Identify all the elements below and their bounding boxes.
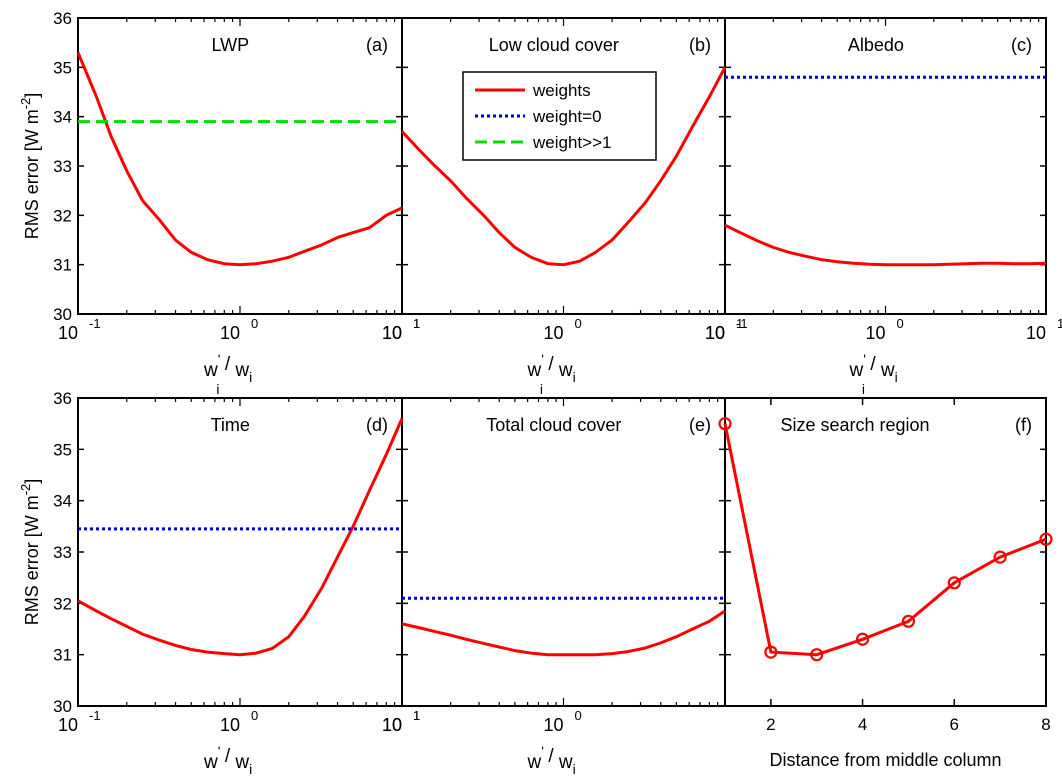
x-tick-label-b: 10 — [382, 323, 402, 343]
series-weights-b — [400, 66, 727, 267]
legend: weights weight=0 weight>>1 — [462, 71, 657, 161]
axes-box-e — [401, 397, 726, 707]
panel-label-a: (a) — [366, 35, 388, 55]
x-tick-exponent-a: 1 — [413, 316, 420, 331]
x-tick-label-e: 10 — [543, 715, 563, 735]
panel-label-b: (b) — [689, 35, 711, 55]
x-axis-label-b: w' i / wi — [527, 351, 576, 397]
data-point-f — [993, 550, 1007, 564]
y-tick-label-a: 35 — [53, 58, 72, 77]
y-tick-label-d: 36 — [53, 389, 72, 408]
x-tick-label-c: 10 — [1026, 323, 1046, 343]
x-tick-exponent-c: 0 — [897, 316, 904, 331]
x-tick-exponent-c: -1 — [736, 316, 748, 331]
x-tick-exponent-d: -1 — [89, 708, 101, 723]
x-tick-label-c: 10 — [705, 323, 725, 343]
data-point-f — [810, 648, 824, 662]
x-axis-label-e: w'i / wi — [527, 743, 576, 776]
x-tick-exponent-d: 1 — [413, 708, 420, 723]
axes-box-d — [77, 397, 403, 707]
series-weights-d — [77, 417, 404, 657]
legend-label-weights: weights — [532, 81, 591, 100]
series-weights-e — [401, 609, 726, 657]
x-tick-label-a: 10 — [382, 323, 402, 343]
svg-text:RMS error [W m-2]: RMS error [W m-2] — [18, 93, 42, 240]
axes-box-c — [724, 17, 1047, 315]
x-tick-label-d: 10 — [382, 715, 402, 735]
x-tick-label-f: 4 — [858, 715, 867, 734]
series-weights-a — [76, 51, 403, 267]
x-tick-exponent-b: 1 — [736, 316, 743, 331]
x-tick-label-b: 10 — [543, 323, 563, 343]
data-point-f — [1039, 532, 1053, 546]
y-tick-label-d: 31 — [53, 646, 72, 665]
x-tick-label-c: 10 — [865, 323, 885, 343]
x-tick-exponent-b: 1 — [413, 316, 420, 331]
x-tick-exponent-a: -1 — [89, 316, 101, 331]
x-tick-exponent-b: 0 — [575, 316, 582, 331]
data-layer — [76, 51, 1053, 662]
svg-text:RMS error [W m-2]: RMS error [W m-2] — [18, 479, 42, 626]
y-tick-label-d: 32 — [53, 594, 72, 613]
x-tick-exponent-a: 0 — [251, 316, 258, 331]
panel-title-b: Low cloud cover — [489, 35, 619, 55]
data-point-f — [764, 645, 778, 659]
x-tick-exponent-e: 0 — [575, 708, 582, 723]
x-axis-label-a: w' i / wi — [203, 351, 252, 397]
legend-label-weight-zero: weight=0 — [532, 107, 602, 126]
panel-title-e: Total cloud cover — [486, 415, 621, 435]
panel-title-f: Size search region — [780, 415, 929, 435]
x-tick-exponent-c: 1 — [1057, 316, 1062, 331]
panel-label-e: (e) — [689, 415, 711, 435]
x-tick-label-a: 10 — [58, 323, 78, 343]
axes-layer — [77, 17, 1047, 707]
x-tick-label-f: 2 — [766, 715, 775, 734]
y-tick-label-a: 30 — [53, 305, 72, 324]
x-tick-exponent-e: 1 — [413, 708, 420, 723]
x-axis-label-c: w' i / wi — [849, 351, 898, 397]
panel-title-a: LWP — [211, 35, 249, 55]
panel-label-c: (c) — [1011, 35, 1032, 55]
series-weights-f — [723, 423, 1047, 657]
y-axis-label-d: RMS error [W m-2] — [18, 479, 42, 626]
x-tick-label-a: 10 — [220, 323, 240, 343]
y-tick-label-d: 30 — [53, 697, 72, 716]
y-tick-label-a: 31 — [53, 256, 72, 275]
x-tick-label-d: 10 — [220, 715, 240, 735]
y-tick-label-d: 34 — [53, 492, 72, 511]
y-tick-label-a: 33 — [53, 157, 72, 176]
y-axis-label-a: RMS error [W m-2] — [18, 93, 42, 240]
x-tick-label-d: 10 — [58, 715, 78, 735]
data-point-f — [947, 576, 961, 590]
x-tick-label-b: 10 — [705, 323, 725, 343]
panel-title-d: Time — [211, 415, 250, 435]
x-tick-exponent-d: 0 — [251, 708, 258, 723]
y-tick-label-d: 33 — [53, 543, 72, 562]
panel-title-c: Albedo — [848, 35, 904, 55]
y-tick-label-d: 35 — [53, 440, 72, 459]
x-tick-label-f: 6 — [950, 715, 959, 734]
y-tick-label-a: 36 — [53, 9, 72, 28]
x-axis-label-d: w'i / wi — [203, 743, 252, 776]
panel-label-f: (f) — [1015, 415, 1032, 435]
axes-box-b — [401, 17, 726, 315]
data-point-f — [855, 632, 870, 646]
axes-box-a — [77, 17, 403, 315]
series-weights-c — [724, 223, 1047, 267]
data-point-f — [901, 614, 916, 628]
x-axis-label-f: Distance from middle column — [769, 750, 1001, 770]
panel-label-d: (d) — [366, 415, 388, 435]
data-point-f — [718, 417, 732, 431]
y-tick-label-a: 34 — [53, 108, 72, 127]
x-tick-label-f: 8 — [1041, 715, 1050, 734]
x-tick-label-e: 10 — [382, 715, 402, 735]
y-tick-label-a: 32 — [53, 206, 72, 225]
legend-label-weight-large: weight>>1 — [532, 133, 611, 152]
